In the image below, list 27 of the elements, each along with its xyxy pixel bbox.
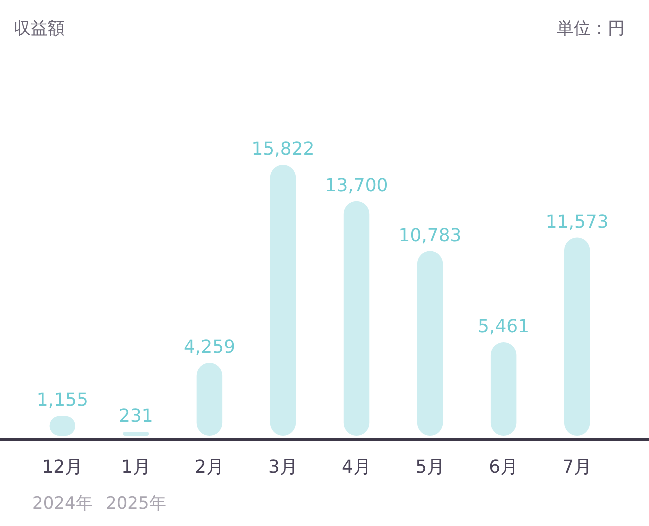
x-tick-label: 4月 xyxy=(342,456,372,478)
chart-subtitle: 単位：円 xyxy=(557,19,625,39)
data-label: 10,783 xyxy=(398,225,462,246)
text: 2025年 xyxy=(106,494,166,514)
x-tick-label: 12月 xyxy=(42,456,84,478)
text: 2024年 xyxy=(32,494,93,514)
bar xyxy=(123,432,150,436)
bar xyxy=(270,165,296,436)
x-tick-label: 6月 xyxy=(489,456,519,478)
bar xyxy=(417,251,444,436)
data-label: 13,700 xyxy=(325,175,388,196)
x-tick-label: 1月 xyxy=(121,456,151,478)
data-label: 231 xyxy=(119,406,154,428)
bar xyxy=(196,363,223,436)
data-label: 1,155 xyxy=(36,390,88,412)
bar xyxy=(564,238,590,436)
data-label: 11,573 xyxy=(546,212,609,233)
x-tick-label: 3月 xyxy=(268,456,298,478)
x-tick-label: 2月 xyxy=(194,456,224,478)
bar xyxy=(344,201,370,436)
x-tick-label: 7月 xyxy=(562,456,592,478)
bar xyxy=(490,342,517,436)
chart-title: 収益額 xyxy=(14,19,65,39)
data-label: 5,461 xyxy=(478,316,530,338)
data-label: 4,259 xyxy=(184,337,236,358)
x-tick-label: 5月 xyxy=(416,456,446,478)
data-label: 15,822 xyxy=(252,139,315,160)
